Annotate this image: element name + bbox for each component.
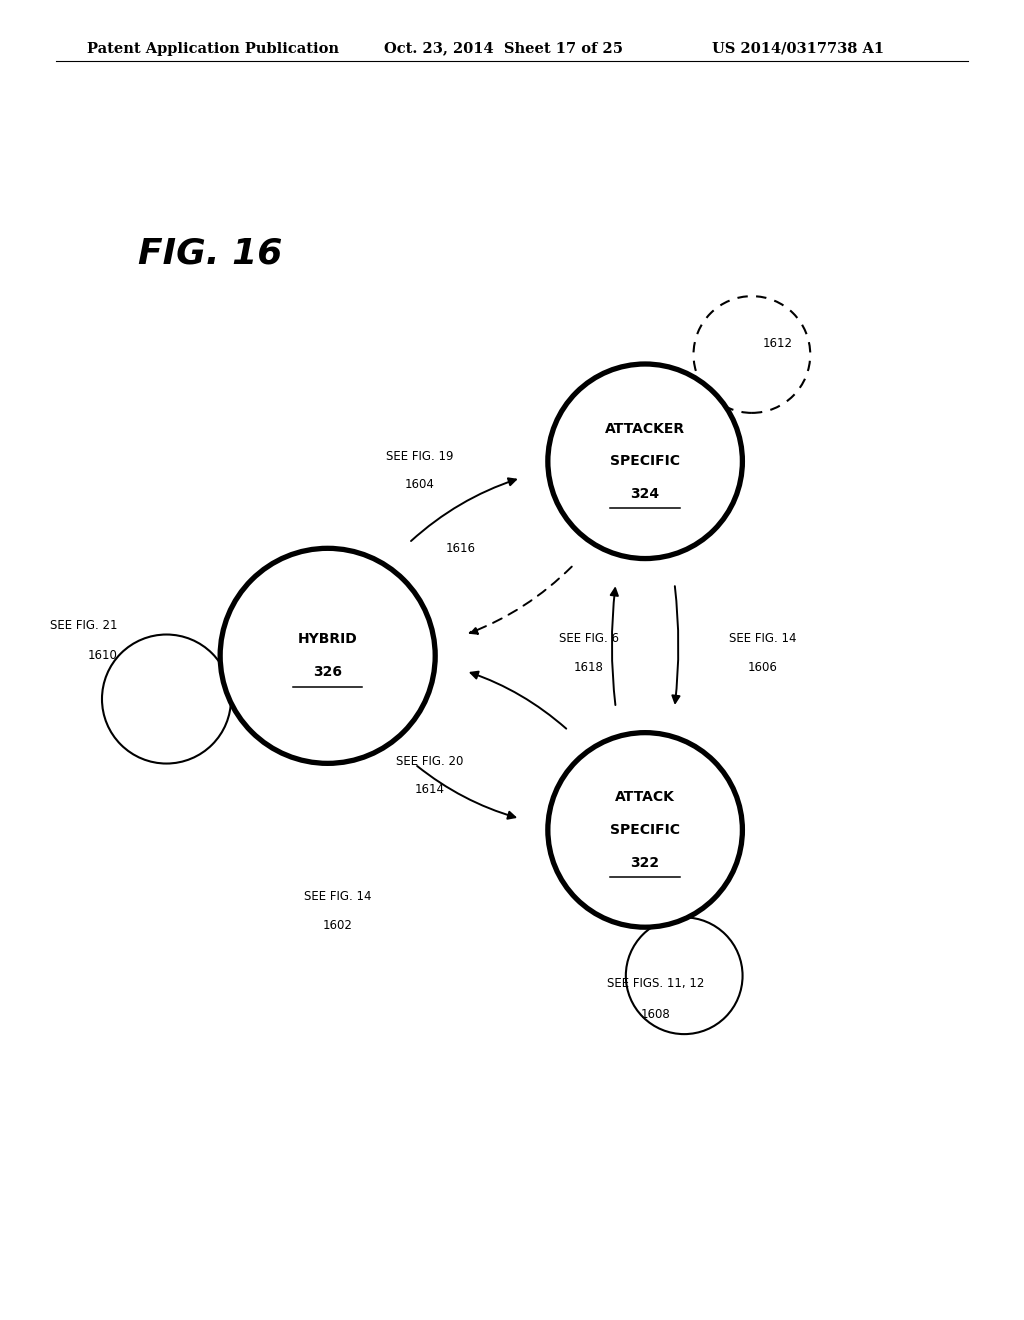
Text: 1614: 1614 (415, 784, 445, 796)
Text: ATTACK: ATTACK (615, 791, 675, 804)
FancyArrowPatch shape (610, 589, 617, 705)
Text: HYBRID: HYBRID (298, 632, 357, 647)
FancyArrowPatch shape (411, 478, 516, 541)
Text: SEE FIG. 21: SEE FIG. 21 (50, 619, 118, 632)
Text: SEE FIG. 14: SEE FIG. 14 (304, 890, 372, 903)
Text: SEE FIGS. 11, 12: SEE FIGS. 11, 12 (606, 977, 705, 990)
Text: SEE FIG. 20: SEE FIG. 20 (396, 755, 464, 768)
Text: Oct. 23, 2014  Sheet 17 of 25: Oct. 23, 2014 Sheet 17 of 25 (384, 41, 623, 55)
Text: ATTACKER: ATTACKER (605, 421, 685, 436)
Circle shape (220, 548, 435, 763)
Text: 326: 326 (313, 665, 342, 680)
Text: 1608: 1608 (640, 1007, 671, 1020)
FancyArrowPatch shape (470, 566, 571, 634)
Text: 1606: 1606 (748, 660, 778, 673)
Text: 1604: 1604 (404, 478, 435, 491)
Text: 1618: 1618 (573, 660, 604, 673)
Text: SPECIFIC: SPECIFIC (610, 822, 680, 837)
FancyArrowPatch shape (417, 766, 515, 818)
Circle shape (548, 733, 742, 927)
Text: Patent Application Publication: Patent Application Publication (87, 41, 339, 55)
Text: 322: 322 (631, 855, 659, 870)
Text: US 2014/0317738 A1: US 2014/0317738 A1 (712, 41, 884, 55)
Text: SEE FIG. 6: SEE FIG. 6 (559, 632, 618, 645)
Text: FIG. 16: FIG. 16 (138, 236, 283, 271)
Text: 1612: 1612 (763, 337, 793, 350)
Text: SPECIFIC: SPECIFIC (610, 454, 680, 469)
Circle shape (548, 364, 742, 558)
Text: 1602: 1602 (323, 919, 353, 932)
Text: SEE FIG. 19: SEE FIG. 19 (386, 450, 454, 463)
Text: 324: 324 (631, 487, 659, 502)
Text: 1610: 1610 (88, 649, 118, 663)
FancyArrowPatch shape (673, 586, 680, 702)
Text: SEE FIG. 14: SEE FIG. 14 (729, 632, 797, 645)
FancyArrowPatch shape (471, 672, 566, 729)
Text: 1616: 1616 (445, 541, 476, 554)
